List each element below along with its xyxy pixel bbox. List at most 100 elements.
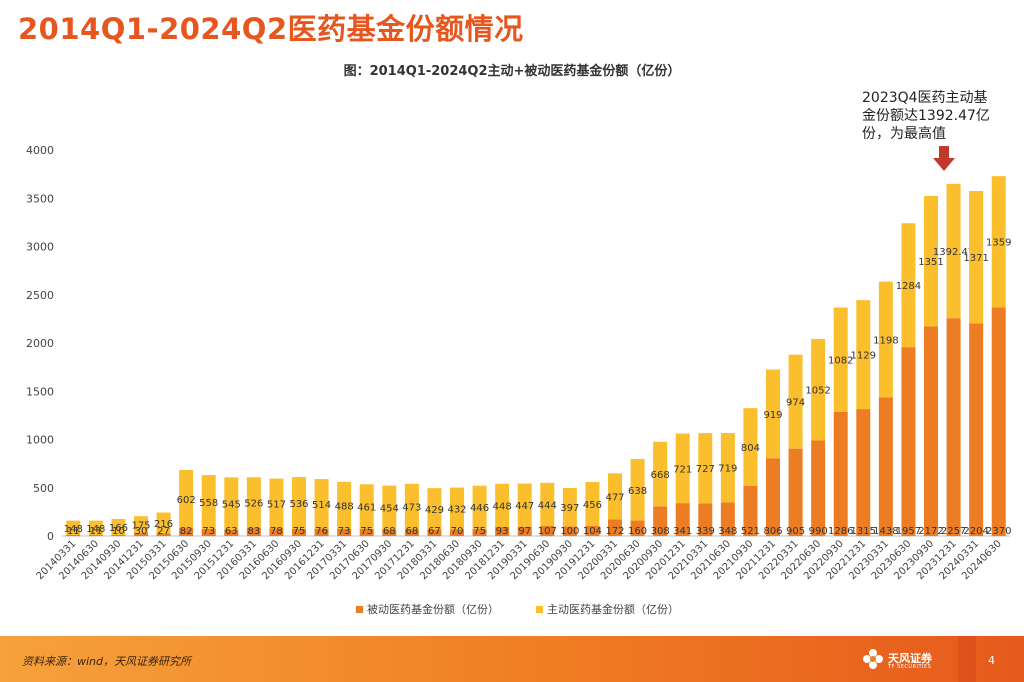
bar-active <box>66 520 81 535</box>
bar-passive <box>991 307 1006 536</box>
bar-active <box>337 481 352 529</box>
data-label-active: 148 <box>64 524 83 535</box>
bar-active <box>924 196 938 327</box>
data-label-active: 1359 <box>986 238 1011 249</box>
bar-passive <box>585 525 600 536</box>
bar-active <box>608 473 622 520</box>
bar-active <box>495 483 510 528</box>
bar-active <box>179 469 194 529</box>
bar-passive <box>156 533 171 536</box>
data-label-active: 558 <box>199 498 218 509</box>
data-label-passive: 97 <box>518 526 531 537</box>
bar-active <box>246 477 261 528</box>
bar-passive <box>404 529 419 536</box>
bar-passive <box>608 519 622 536</box>
bar-passive <box>224 529 239 536</box>
data-label-active: 216 <box>154 519 173 530</box>
y-tick-label: 3500 <box>26 192 54 205</box>
bar-active <box>427 488 442 530</box>
data-label-active: 1129 <box>851 351 876 362</box>
bar-active <box>517 483 532 527</box>
bar-passive <box>337 528 352 536</box>
data-label-passive: 1957 <box>896 526 921 537</box>
data-label-passive: 104 <box>583 526 602 537</box>
data-label-active: 473 <box>402 503 421 514</box>
bar-passive <box>540 525 555 536</box>
y-tick-label: 3000 <box>26 241 54 254</box>
bar-active <box>292 477 306 529</box>
data-label-passive: 100 <box>560 526 579 537</box>
data-label-passive: 11 <box>89 526 102 537</box>
data-label-active: 1082 <box>828 356 853 367</box>
data-label-active: 448 <box>493 501 512 512</box>
data-label-active: 919 <box>763 410 782 421</box>
bar-active <box>653 441 668 507</box>
flower-logo-icon <box>863 649 883 669</box>
bar-active <box>743 408 758 486</box>
bar-active <box>675 433 690 504</box>
data-label-active: 444 <box>538 500 557 511</box>
data-label-active: 668 <box>651 470 670 481</box>
data-label-passive: 521 <box>741 526 760 537</box>
data-label-active: 514 <box>312 500 331 511</box>
data-label-passive: 2370 <box>986 526 1011 537</box>
bar-passive <box>111 535 126 536</box>
data-label-active: 721 <box>673 464 692 475</box>
bar-passive <box>517 526 532 536</box>
bar-passive <box>901 347 916 536</box>
data-label-active: 166 <box>109 523 128 534</box>
data-label-active: 461 <box>357 503 376 514</box>
bar-passive <box>427 529 442 536</box>
data-label-active: 488 <box>335 501 354 512</box>
data-label-passive: 76 <box>315 526 328 537</box>
data-label-passive: 172 <box>605 526 624 537</box>
data-label-passive: 308 <box>651 526 670 537</box>
bar-passive <box>269 528 284 536</box>
data-label-passive: 75 <box>360 526 373 537</box>
data-label-active: 974 <box>786 398 805 409</box>
data-label-passive: 990 <box>809 526 828 537</box>
data-label-passive: 2204 <box>963 526 988 537</box>
data-label-active: 1392.47 <box>933 247 974 258</box>
bar-passive <box>382 529 397 536</box>
data-label-passive: 83 <box>247 526 260 537</box>
y-tick-label: 2500 <box>26 289 54 302</box>
stacked-bar-chart: 0500100015002000250030003500400011148201… <box>26 144 1011 616</box>
slide-title: 2014Q1-2024Q2医药基金份额情况 <box>18 12 524 46</box>
bar-passive <box>720 502 735 536</box>
data-label-passive: 75 <box>473 526 486 537</box>
bar-active <box>630 458 645 521</box>
bar-passive <box>766 458 780 536</box>
down-arrow-icon <box>933 146 955 171</box>
data-label-active: 446 <box>470 503 489 514</box>
data-label-passive: 67 <box>428 526 441 537</box>
bar-active <box>450 487 464 530</box>
chart-title: 图：2014Q1-2024Q2主动+被动医药基金份额（亿份） <box>343 64 681 79</box>
data-label-active: 432 <box>447 504 466 515</box>
bar-passive <box>811 440 826 536</box>
data-label-active: 1052 <box>805 386 830 397</box>
bar-passive <box>675 503 690 536</box>
bar-passive <box>946 318 961 536</box>
data-label-passive: 1315 <box>851 526 876 537</box>
data-label-passive: 806 <box>763 526 782 537</box>
data-label-active: 517 <box>267 500 286 511</box>
bar-active <box>269 478 284 529</box>
bar-active <box>811 338 826 441</box>
bar-active <box>134 516 148 534</box>
bar-active <box>404 483 419 530</box>
bar-active <box>698 433 713 504</box>
annotation-line: 2023Q4医药主动基 <box>862 90 988 106</box>
bar-passive <box>88 534 103 536</box>
data-label-passive: 107 <box>538 526 557 537</box>
data-label-passive: 93 <box>496 526 509 537</box>
y-tick-label: 0 <box>47 530 54 543</box>
data-label-active: 526 <box>244 499 263 510</box>
footer-bar: 资料来源：wind，天风证券研究所 天风证券 TF SECURITIES 4 <box>0 636 1024 682</box>
bar-passive <box>856 409 871 536</box>
data-label-passive: 27 <box>157 526 170 537</box>
bar-passive <box>292 528 306 536</box>
data-label-passive: 73 <box>202 526 215 537</box>
bar-passive <box>630 520 645 536</box>
bar-active <box>969 191 984 324</box>
